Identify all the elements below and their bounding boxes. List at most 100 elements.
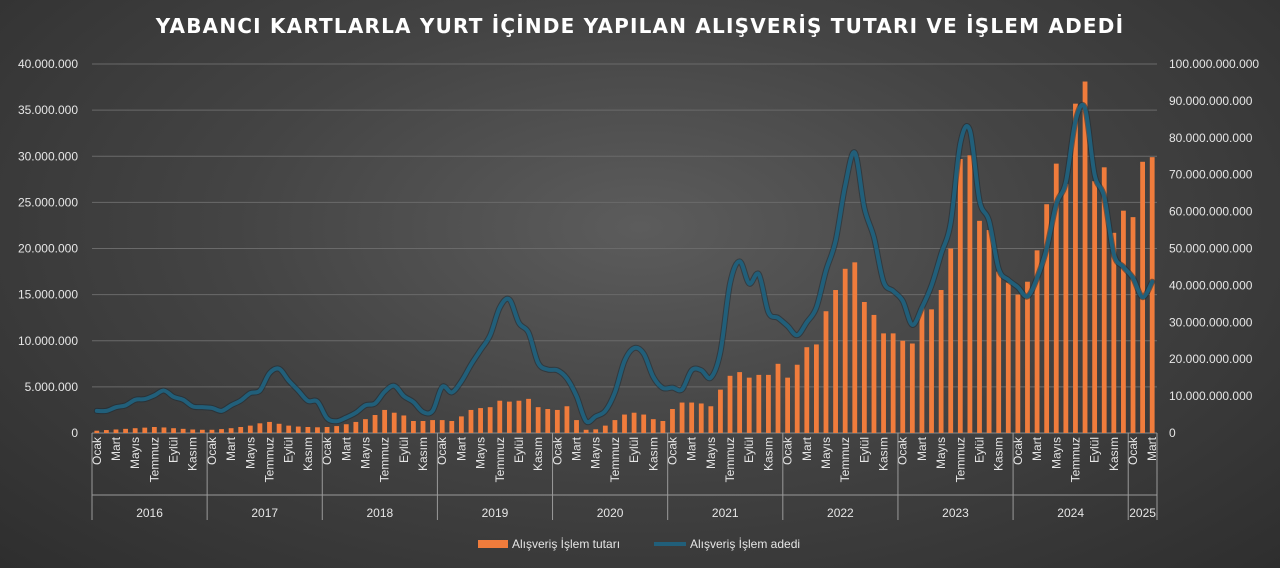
bar xyxy=(257,423,263,433)
bar xyxy=(458,416,464,433)
month-tick-label: Kasım xyxy=(761,437,775,471)
legend-label-line: Alışveriş İşlem adedi xyxy=(690,537,800,551)
legend-swatch-bars xyxy=(478,540,508,548)
bar xyxy=(545,409,551,433)
bar xyxy=(315,427,320,433)
bar xyxy=(890,333,896,433)
month-tick-label: Mayıs xyxy=(474,437,488,469)
bar xyxy=(583,429,589,433)
left-tick-label: 10.000.000 xyxy=(18,334,78,348)
bar xyxy=(161,427,167,433)
bar xyxy=(516,400,522,433)
right-tick-label: 70.000.000.000 xyxy=(1169,168,1253,182)
right-tick-label: 10.000.000.000 xyxy=(1169,389,1253,403)
bar xyxy=(881,333,886,433)
month-tick-label: Temmuz xyxy=(838,437,852,482)
month-tick-label: Mart xyxy=(915,436,929,461)
month-tick-label: Eylül xyxy=(857,437,871,463)
right-tick-label: 60.000.000.000 xyxy=(1169,205,1253,219)
bar xyxy=(209,429,215,433)
year-label: 2025 xyxy=(1129,506,1156,520)
bar xyxy=(267,421,272,433)
bar xyxy=(238,427,244,433)
bar xyxy=(852,262,858,433)
bar xyxy=(689,402,695,433)
bar xyxy=(276,423,282,433)
bar xyxy=(1082,81,1088,433)
month-tick-label: Eylül xyxy=(512,437,526,463)
bar xyxy=(190,429,196,433)
bar xyxy=(622,414,627,433)
month-tick-label: Temmuz xyxy=(723,437,737,482)
month-tick-label: Mart xyxy=(224,436,238,461)
bar xyxy=(1025,281,1030,433)
bar xyxy=(343,424,349,433)
year-label: 2022 xyxy=(827,506,854,520)
bar xyxy=(382,409,388,433)
month-tick-label: Mayıs xyxy=(704,437,718,469)
bar xyxy=(353,421,359,433)
bar xyxy=(718,389,723,433)
year-label: 2021 xyxy=(712,506,739,520)
month-tick-label: Temmuz xyxy=(953,437,967,482)
month-tick-label: Mayıs xyxy=(819,437,833,469)
bar xyxy=(804,347,810,433)
month-tick-label: Kasım xyxy=(1107,437,1121,471)
bar xyxy=(794,364,800,433)
bar xyxy=(996,271,1002,433)
month-tick-label: Mayıs xyxy=(589,437,603,469)
bar xyxy=(679,402,685,433)
year-label: 2020 xyxy=(597,506,624,520)
bar xyxy=(1034,250,1040,433)
month-tick-label: Kasım xyxy=(992,437,1006,471)
bar xyxy=(727,375,733,433)
bar xyxy=(775,363,781,433)
bar xyxy=(247,425,253,433)
bar xyxy=(1101,167,1107,433)
month-tick-label: Mayıs xyxy=(243,437,257,469)
bar xyxy=(142,427,148,433)
month-tick-label: Kasım xyxy=(186,437,200,471)
bar xyxy=(487,407,493,433)
bar xyxy=(1092,181,1098,433)
month-tick-label: Ocak xyxy=(205,436,219,465)
month-tick-label: Temmuz xyxy=(608,437,622,482)
month-tick-label: Ocak xyxy=(550,436,564,465)
month-tick-label: Mart xyxy=(685,436,699,461)
left-tick-label: 5.000.000 xyxy=(25,380,79,394)
bar xyxy=(1111,232,1117,433)
bar xyxy=(363,419,368,433)
bar xyxy=(324,427,330,433)
bar xyxy=(957,159,963,433)
month-tick-label: Temmuz xyxy=(147,437,161,482)
month-tick-label: Kasım xyxy=(301,437,315,471)
bar xyxy=(1063,183,1069,433)
bar xyxy=(593,429,599,433)
right-tick-label: 30.000.000.000 xyxy=(1169,315,1253,329)
bar xyxy=(334,426,340,433)
month-tick-label: Mart xyxy=(109,436,123,461)
bar xyxy=(1044,204,1050,433)
bar xyxy=(785,377,791,433)
bar xyxy=(103,430,109,433)
bar xyxy=(650,419,656,433)
bar xyxy=(641,414,647,433)
month-tick-label: Ocak xyxy=(1126,436,1140,465)
bar xyxy=(813,344,819,433)
bar xyxy=(929,309,934,433)
left-tick-label: 35.000.000 xyxy=(18,103,78,117)
right-tick-label: 20.000.000.000 xyxy=(1169,352,1253,366)
month-tick-label: Temmuz xyxy=(493,437,507,482)
bar xyxy=(171,428,176,433)
legend-label-bars: Alışveriş İşlem tutarı xyxy=(512,537,620,551)
bar xyxy=(1015,294,1021,433)
bar xyxy=(151,427,157,433)
bar xyxy=(113,429,119,433)
bar xyxy=(1149,157,1155,434)
month-tick-label: Ocak xyxy=(781,436,795,465)
bar xyxy=(468,409,474,433)
bar xyxy=(430,420,436,433)
bar xyxy=(1053,163,1059,433)
bar xyxy=(919,307,925,433)
